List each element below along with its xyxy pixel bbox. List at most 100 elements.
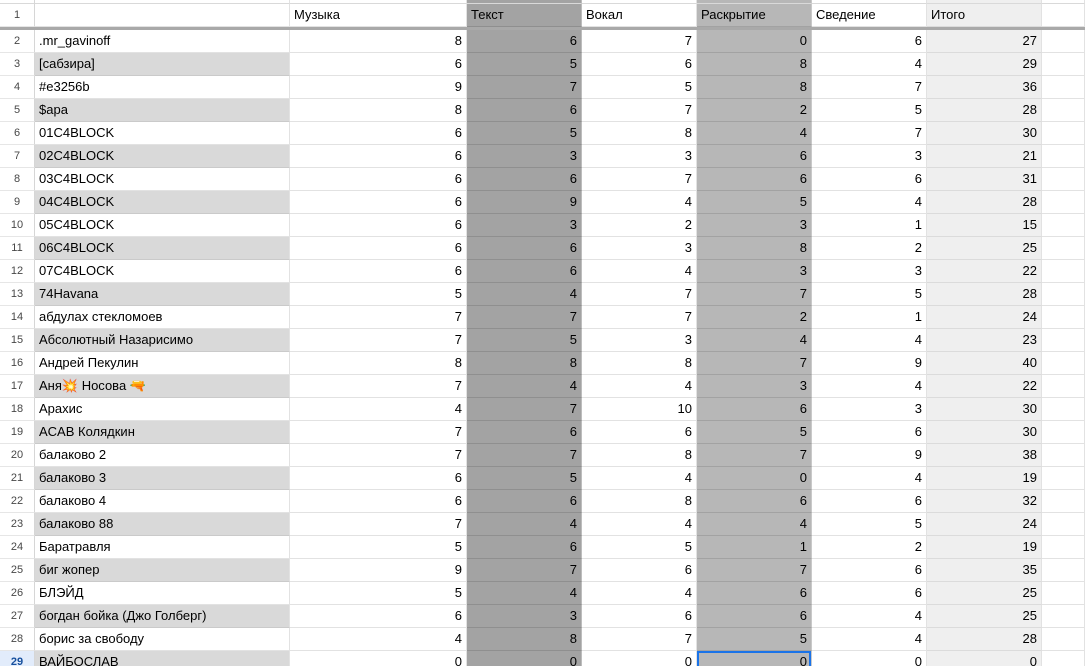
cell-score[interactable]: 6 bbox=[290, 168, 467, 191]
cell-total[interactable]: 23 bbox=[927, 329, 1042, 352]
row-header[interactable]: 9 bbox=[0, 191, 35, 214]
cell-score[interactable]: 0 bbox=[467, 651, 582, 666]
cell-score[interactable]: 2 bbox=[697, 99, 812, 122]
cell-score[interactable]: 4 bbox=[582, 375, 697, 398]
cell-score[interactable]: 8 bbox=[582, 122, 697, 145]
cell-score[interactable]: 2 bbox=[697, 306, 812, 329]
empty-cell[interactable] bbox=[1042, 4, 1085, 27]
row-header[interactable]: 18 bbox=[0, 398, 35, 421]
row-header[interactable]: 7 bbox=[0, 145, 35, 168]
cell-score[interactable]: 7 bbox=[582, 99, 697, 122]
cell-total[interactable]: 19 bbox=[927, 467, 1042, 490]
cell-score[interactable]: 4 bbox=[812, 375, 927, 398]
empty-cell[interactable] bbox=[1042, 536, 1085, 559]
cell-total[interactable]: 31 bbox=[927, 168, 1042, 191]
column-header-2[interactable]: Текст bbox=[467, 4, 582, 27]
cell-score[interactable]: 8 bbox=[467, 352, 582, 375]
cell-score[interactable]: 6 bbox=[290, 605, 467, 628]
cell-total[interactable]: 28 bbox=[927, 99, 1042, 122]
cell-score[interactable]: 9 bbox=[290, 559, 467, 582]
cell-score[interactable]: 6 bbox=[812, 168, 927, 191]
cell-score[interactable]: 6 bbox=[697, 168, 812, 191]
row-header[interactable]: 15 bbox=[0, 329, 35, 352]
empty-cell[interactable] bbox=[1042, 122, 1085, 145]
cell-participant-name[interactable]: борис за свободу bbox=[35, 628, 290, 651]
cell-participant-name[interactable]: Андрей Пекулин bbox=[35, 352, 290, 375]
cell-score[interactable]: 6 bbox=[290, 260, 467, 283]
cell-score[interactable]: 4 bbox=[697, 122, 812, 145]
empty-cell[interactable] bbox=[1042, 467, 1085, 490]
cell-score[interactable]: 7 bbox=[697, 444, 812, 467]
empty-cell[interactable] bbox=[1042, 30, 1085, 53]
row-header[interactable]: 13 bbox=[0, 283, 35, 306]
cell-score[interactable]: 7 bbox=[697, 283, 812, 306]
cell-score[interactable]: 6 bbox=[812, 559, 927, 582]
cell-score[interactable]: 8 bbox=[582, 444, 697, 467]
empty-cell[interactable] bbox=[1042, 421, 1085, 444]
cell-score[interactable]: 2 bbox=[582, 214, 697, 237]
cell-score[interactable]: 3 bbox=[582, 237, 697, 260]
cell-total[interactable]: 24 bbox=[927, 513, 1042, 536]
cell-score[interactable]: 6 bbox=[697, 582, 812, 605]
cell-score[interactable]: 4 bbox=[812, 329, 927, 352]
row-header[interactable]: 16 bbox=[0, 352, 35, 375]
cell-participant-name[interactable]: балаково 4 bbox=[35, 490, 290, 513]
cell-score[interactable]: 0 bbox=[697, 467, 812, 490]
cell-score[interactable]: 7 bbox=[582, 628, 697, 651]
row-header[interactable]: 5 bbox=[0, 99, 35, 122]
empty-cell[interactable] bbox=[1042, 214, 1085, 237]
empty-cell[interactable] bbox=[1042, 306, 1085, 329]
row-header[interactable]: 23 bbox=[0, 513, 35, 536]
cell-total[interactable]: 28 bbox=[927, 283, 1042, 306]
cell-score[interactable]: 6 bbox=[290, 122, 467, 145]
cell-participant-name[interactable]: 07C4BLOCK bbox=[35, 260, 290, 283]
cell-score[interactable]: 3 bbox=[812, 260, 927, 283]
cell-score[interactable]: 7 bbox=[467, 76, 582, 99]
cell-total[interactable]: 21 bbox=[927, 145, 1042, 168]
cell-score[interactable]: 5 bbox=[467, 329, 582, 352]
cell-total[interactable]: 30 bbox=[927, 122, 1042, 145]
cell-total[interactable]: 28 bbox=[927, 191, 1042, 214]
cell-participant-name[interactable]: .mr_gavinoff bbox=[35, 30, 290, 53]
cell-score[interactable]: 6 bbox=[812, 30, 927, 53]
cell-total[interactable]: 24 bbox=[927, 306, 1042, 329]
cell-score[interactable]: 5 bbox=[812, 283, 927, 306]
cell-score[interactable]: 6 bbox=[582, 605, 697, 628]
cell-score[interactable]: 4 bbox=[467, 582, 582, 605]
empty-cell[interactable] bbox=[1042, 237, 1085, 260]
cell-score[interactable]: 3 bbox=[697, 375, 812, 398]
cell-score[interactable]: 5 bbox=[290, 536, 467, 559]
cell-participant-name[interactable]: Аня💥 Носова 🔫 bbox=[35, 375, 290, 398]
empty-cell[interactable] bbox=[1042, 99, 1085, 122]
active-cell[interactable]: 0 bbox=[697, 651, 812, 666]
cell-score[interactable]: 7 bbox=[290, 444, 467, 467]
row-header[interactable]: 17 bbox=[0, 375, 35, 398]
empty-cell[interactable] bbox=[1042, 513, 1085, 536]
cell-score[interactable]: 8 bbox=[290, 30, 467, 53]
row-header[interactable]: 10 bbox=[0, 214, 35, 237]
cell-score[interactable]: 6 bbox=[467, 536, 582, 559]
empty-cell[interactable] bbox=[1042, 145, 1085, 168]
row-header[interactable]: 22 bbox=[0, 490, 35, 513]
cell-total[interactable]: 0 bbox=[927, 651, 1042, 666]
row-header[interactable]: 4 bbox=[0, 76, 35, 99]
empty-cell[interactable] bbox=[1042, 628, 1085, 651]
cell-score[interactable]: 6 bbox=[467, 99, 582, 122]
cell-score[interactable]: 4 bbox=[582, 467, 697, 490]
row-header[interactable]: 25 bbox=[0, 559, 35, 582]
cell-score[interactable]: 3 bbox=[582, 145, 697, 168]
cell-score[interactable]: 6 bbox=[697, 398, 812, 421]
cell-score[interactable]: 6 bbox=[467, 168, 582, 191]
empty-cell[interactable] bbox=[1042, 605, 1085, 628]
cell-score[interactable]: 7 bbox=[582, 30, 697, 53]
cell-score[interactable]: 2 bbox=[812, 237, 927, 260]
cell-participant-name[interactable]: $apa bbox=[35, 99, 290, 122]
cell-score[interactable]: 8 bbox=[582, 352, 697, 375]
row-header[interactable]: 29 bbox=[0, 651, 35, 666]
cell-participant-name[interactable]: Арахис bbox=[35, 398, 290, 421]
cell-score[interactable]: 8 bbox=[290, 99, 467, 122]
empty-cell[interactable] bbox=[1042, 651, 1085, 666]
cell-score[interactable]: 4 bbox=[290, 398, 467, 421]
cell-participant-name[interactable]: 04C4BLOCK bbox=[35, 191, 290, 214]
cell-score[interactable]: 5 bbox=[697, 421, 812, 444]
